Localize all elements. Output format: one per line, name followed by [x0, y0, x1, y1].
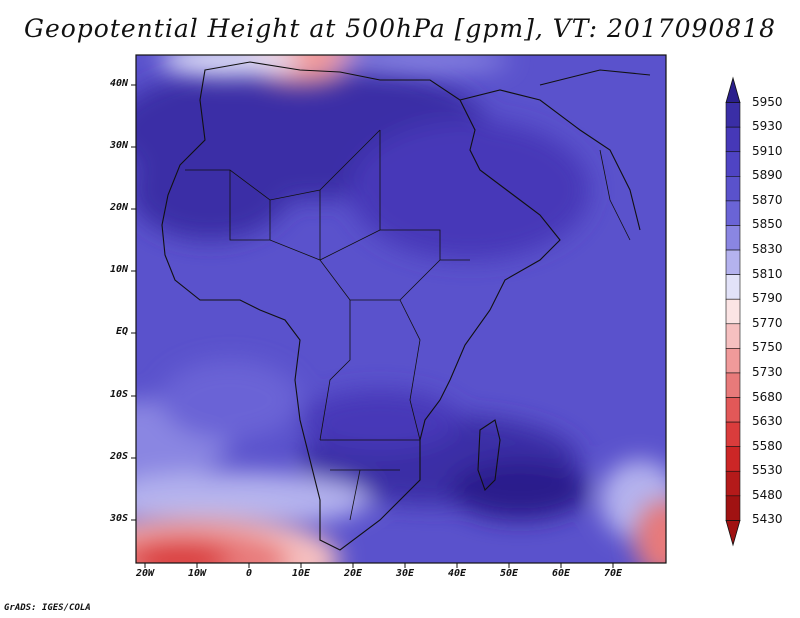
- lon-tick-label: 20E: [343, 568, 363, 579]
- colorbar-level-label: 5430: [752, 512, 783, 527]
- colorbar-level-label: 5830: [752, 242, 783, 257]
- country-borders: [185, 129, 631, 521]
- lon-tick-label: 10E: [291, 568, 311, 579]
- colorbar-level-label: 5850: [752, 217, 783, 232]
- lon-tick-label: 50E: [499, 568, 519, 579]
- lat-tick-label: EQ: [115, 326, 128, 337]
- colorbar-swatch: [725, 102, 741, 128]
- colorbar-level-label: 5930: [752, 119, 783, 134]
- colorbar-swatch: [725, 323, 741, 349]
- colorbar: [725, 76, 741, 547]
- colorbar-level-label: 5890: [752, 168, 783, 183]
- lat-tick-label: 30S: [109, 513, 128, 524]
- lon-tick-label: 30E: [395, 568, 415, 579]
- lat-tick-label: 40N: [109, 78, 128, 89]
- colorbar-level-label: 5730: [752, 364, 783, 379]
- lat-tick-label: 20N: [109, 202, 128, 213]
- colorbar-swatch: [725, 446, 741, 472]
- colorbar-swatch: [725, 495, 741, 521]
- colorbar-level-label: 5950: [752, 94, 783, 109]
- lat-tick-label: 10S: [109, 389, 128, 400]
- colorbar-swatch: [725, 397, 741, 423]
- colorbar-swatch: [725, 274, 741, 300]
- colorbar-swatch: [725, 372, 741, 398]
- colorbar-level-label: 5630: [752, 414, 783, 429]
- colorbar-level-label: 5790: [752, 291, 783, 306]
- colorbar-swatch: [725, 200, 741, 226]
- colorbar-swatch: [725, 298, 741, 325]
- colorbar-swatch: [725, 249, 741, 275]
- colorbar-swatch: [725, 176, 741, 202]
- axis-ticks: [131, 84, 614, 568]
- colorbar-level-label: 5770: [752, 315, 783, 330]
- colorbar-level-label: 5750: [752, 340, 783, 355]
- colorbar-level-label: 5580: [752, 438, 783, 453]
- coastlines: [161, 61, 651, 551]
- colorbar-level-label: 5810: [752, 266, 783, 281]
- lat-tick-label: 10N: [109, 264, 128, 275]
- colorbar-top-arrow: [725, 76, 741, 103]
- colorbar-swatch: [725, 151, 741, 177]
- credit-text: GrADS: IGES/COLA: [4, 603, 91, 613]
- colorbar-swatch: [725, 470, 741, 497]
- colorbar-bottom-arrow: [725, 520, 741, 547]
- lon-tick-label: 10W: [187, 568, 207, 579]
- colorbar-swatch: [725, 421, 741, 447]
- colorbar-level-label: 5870: [752, 192, 783, 207]
- colorbar-level-label: 5910: [752, 143, 783, 158]
- lon-tick-label: 70E: [603, 568, 623, 579]
- lat-tick-label: 30N: [109, 140, 128, 151]
- lon-tick-label: 20W: [135, 568, 155, 579]
- colorbar-level-label: 5530: [752, 463, 783, 478]
- map-title: Geopotential Height at 500hPa [gpm], VT:…: [23, 14, 777, 43]
- lon-tick-label: 0: [245, 568, 253, 579]
- lat-tick-label: 20S: [109, 451, 128, 462]
- lon-tick-label: 60E: [551, 568, 571, 579]
- colorbar-swatch: [725, 225, 741, 251]
- colorbar-swatch: [725, 126, 741, 153]
- map-frame: [135, 54, 667, 564]
- height-field: [136, 55, 666, 563]
- colorbar-swatch: [725, 348, 741, 374]
- colorbar-level-label: 5480: [752, 487, 783, 502]
- colorbar-level-label: 5680: [752, 389, 783, 404]
- lon-tick-label: 40E: [447, 568, 467, 579]
